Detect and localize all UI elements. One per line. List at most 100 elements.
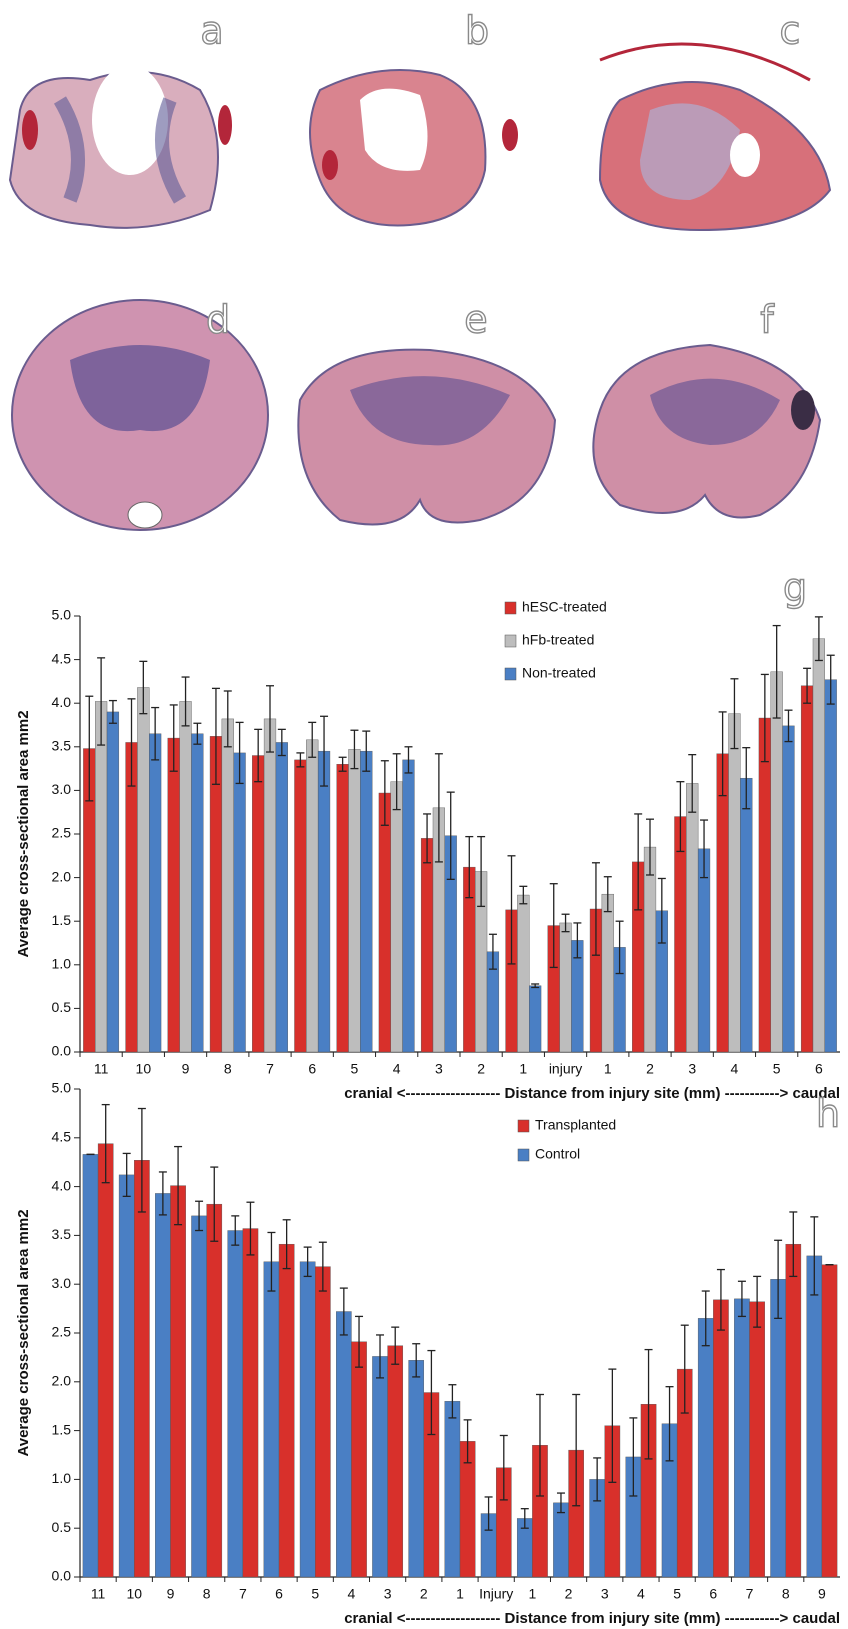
legend-label: hESC-treated — [522, 599, 607, 615]
legend-swatch — [505, 602, 516, 614]
legend-swatch — [505, 635, 516, 647]
x-tick-label: 3 — [601, 1586, 609, 1602]
bar — [336, 1312, 351, 1577]
bar — [750, 1302, 765, 1577]
x-tick-label: 7 — [266, 1061, 274, 1077]
bar — [294, 760, 306, 1052]
section-c — [600, 44, 830, 230]
y-tick-label: 3.5 — [52, 1226, 72, 1242]
y-tick-label: 1.5 — [52, 912, 72, 928]
y-tick-label: 1.0 — [52, 1470, 72, 1486]
bar — [517, 895, 529, 1052]
legend-swatch — [505, 668, 516, 680]
bar — [180, 701, 192, 1052]
x-tick-label: 5 — [673, 1586, 681, 1602]
x-tick-label: 8 — [203, 1586, 211, 1602]
y-tick-label: 0.0 — [52, 1043, 72, 1059]
x-tick-label: 3 — [435, 1061, 443, 1077]
bar — [786, 1244, 801, 1577]
panel-label: d — [206, 298, 230, 342]
x-tick-label: 4 — [348, 1586, 356, 1602]
bar — [279, 1244, 294, 1577]
bar — [191, 1216, 206, 1577]
bar — [740, 778, 752, 1052]
x-tick-label: 8 — [782, 1586, 790, 1602]
legend-label: Transplanted — [535, 1117, 616, 1133]
x-tick-label: 7 — [746, 1586, 754, 1602]
section-b — [310, 70, 518, 225]
y-tick-label: 5.0 — [52, 607, 72, 623]
bar — [228, 1231, 243, 1577]
bar — [137, 688, 149, 1052]
x-tick-label: 7 — [239, 1586, 247, 1602]
x-tick-label: 6 — [709, 1586, 717, 1602]
bar — [98, 1144, 113, 1577]
bar — [306, 740, 318, 1052]
x-tick-label: 2 — [565, 1586, 573, 1602]
panel-label: b — [465, 9, 489, 53]
x-tick-label: 8 — [224, 1061, 232, 1077]
legend-label: hFb-treated — [522, 632, 594, 648]
bar — [349, 749, 361, 1052]
bar — [243, 1229, 258, 1577]
x-tick-label: 2 — [646, 1061, 654, 1077]
x-tick-label: 10 — [136, 1061, 152, 1077]
legend-swatch — [518, 1120, 529, 1132]
panel-label: c — [780, 9, 801, 53]
bar — [337, 764, 349, 1052]
bar — [300, 1262, 315, 1577]
bar — [315, 1267, 330, 1577]
bar — [445, 1401, 460, 1577]
bar — [276, 742, 288, 1052]
x-tick-label: 1 — [456, 1586, 464, 1602]
x-tick-label: 4 — [731, 1061, 739, 1077]
y-tick-label: 2.5 — [52, 825, 72, 841]
histology-panels: a b c d e f — [10, 9, 830, 531]
y-tick-label: 4.0 — [52, 1177, 72, 1193]
x-tick-label: 4 — [393, 1061, 401, 1077]
bar — [783, 726, 795, 1052]
bar — [155, 1193, 170, 1577]
bar — [560, 923, 572, 1052]
bar — [264, 1262, 279, 1577]
bar — [264, 719, 276, 1052]
panel-label: a — [200, 9, 223, 53]
x-tick-label: 9 — [182, 1061, 190, 1077]
legend-label: Control — [535, 1146, 580, 1162]
bar — [713, 1300, 728, 1577]
x-tick-label: 1 — [604, 1061, 612, 1077]
bar — [813, 639, 825, 1052]
y-tick-label: 3.0 — [52, 1275, 72, 1291]
y-tick-label: 4.5 — [52, 1129, 72, 1145]
bar — [95, 701, 107, 1052]
x-tick-label: 1 — [519, 1061, 527, 1077]
panel-label: g — [783, 566, 807, 610]
bar — [421, 838, 433, 1052]
x-tick-label: 5 — [311, 1586, 319, 1602]
x-axis-title: cranial <------------------- Distance fr… — [344, 1610, 840, 1627]
y-tick-label: 0.5 — [52, 999, 72, 1015]
y-tick-label: 3.0 — [52, 781, 72, 797]
bar — [191, 734, 203, 1052]
x-tick-label: 6 — [308, 1061, 316, 1077]
bar — [351, 1342, 366, 1577]
bar — [318, 751, 330, 1052]
section-f — [593, 345, 820, 518]
y-tick-label: 0.0 — [52, 1568, 72, 1584]
bar — [107, 712, 119, 1052]
panel-label: e — [464, 298, 487, 342]
bar — [409, 1360, 424, 1577]
bar — [149, 734, 161, 1052]
panel-label: f — [760, 298, 775, 342]
x-tick-label: 5 — [351, 1061, 359, 1077]
bar — [391, 782, 403, 1052]
bar — [825, 680, 837, 1052]
y-tick-label: 4.0 — [52, 694, 72, 710]
bar — [222, 719, 234, 1052]
x-tick-label: 1 — [528, 1586, 536, 1602]
section-a — [10, 65, 232, 228]
y-tick-label: 0.5 — [52, 1519, 72, 1535]
bar — [771, 672, 783, 1052]
bar — [698, 1318, 713, 1577]
